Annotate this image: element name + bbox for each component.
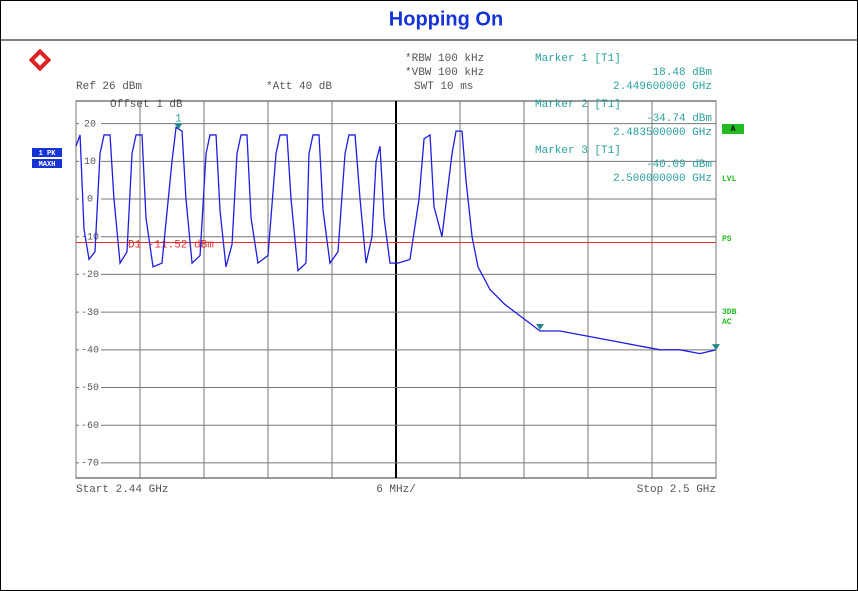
y-tick-label: 20 (84, 119, 96, 130)
marker-freq: 2.483500000 GHz (613, 127, 712, 139)
tick-label-bg (79, 419, 101, 432)
sweep-time: SWT 10 ms (414, 81, 473, 93)
y-tick-label: -70 (81, 459, 99, 470)
marker-level: 18.48 dBm (653, 67, 713, 79)
y-tick-label: -50 (81, 383, 99, 394)
tick-label-bg (79, 343, 101, 356)
vbw: *VBW 100 kHz (405, 67, 484, 79)
side-label: AC (722, 318, 732, 327)
y-tick-label: 10 (84, 157, 96, 168)
marker-freq: 2.500000000 GHz (613, 173, 712, 185)
offset: Offset 1 dB (110, 99, 183, 111)
attenuation: *Att 40 dB (266, 81, 332, 93)
logo-inner (34, 54, 46, 66)
logo (28, 48, 52, 72)
tick-label-bg (79, 193, 101, 206)
tick-label-bg (79, 117, 101, 130)
start-freq: Start 2.44 GHz (76, 484, 168, 496)
trace-badge (32, 148, 62, 157)
side-label: PS (722, 235, 732, 244)
marker-name: Marker 2 [T1] (535, 99, 621, 111)
side-label: A (731, 125, 736, 134)
rbw: *RBW 100 kHz (405, 53, 484, 65)
tick-label-bg (79, 381, 101, 394)
marker-level: -40.09 dBm (646, 159, 712, 171)
y-tick-label: -10 (81, 232, 99, 243)
marker (174, 123, 183, 130)
y-tick-label: -20 (81, 270, 99, 281)
y-tick-label: 0 (87, 195, 93, 206)
title: Hopping On (389, 8, 503, 30)
span-per-div: 6 MHz/ (376, 484, 416, 496)
trace-mode: 1 PK (39, 150, 57, 158)
ref-level: Ref 26 dBm (76, 81, 142, 93)
trace-badge (32, 159, 62, 168)
marker-name: Marker 3 [T1] (535, 145, 621, 157)
stop-freq: Stop 2.5 GHz (637, 484, 716, 496)
marker (712, 344, 720, 351)
trace-mode: MAXH (39, 161, 56, 169)
marker-name: Marker 1 [T1] (535, 53, 621, 65)
tick-label-bg (79, 456, 101, 469)
side-label: 3DB (722, 308, 737, 317)
y-tick-label: -30 (81, 308, 99, 319)
marker (536, 323, 544, 330)
side-label: LVL (722, 175, 737, 184)
tick-label-bg (79, 155, 101, 168)
side-badge (722, 124, 744, 134)
tick-label-bg (79, 268, 101, 281)
marker-freq: 2.449600000 GHz (613, 81, 712, 93)
tick-label-bg (79, 306, 101, 319)
marker-level: -34.74 dBm (646, 113, 712, 125)
trace (75, 126, 717, 355)
y-tick-label: -40 (81, 345, 99, 356)
marker-number: 1 (175, 113, 182, 125)
y-tick-label: -60 (81, 421, 99, 432)
